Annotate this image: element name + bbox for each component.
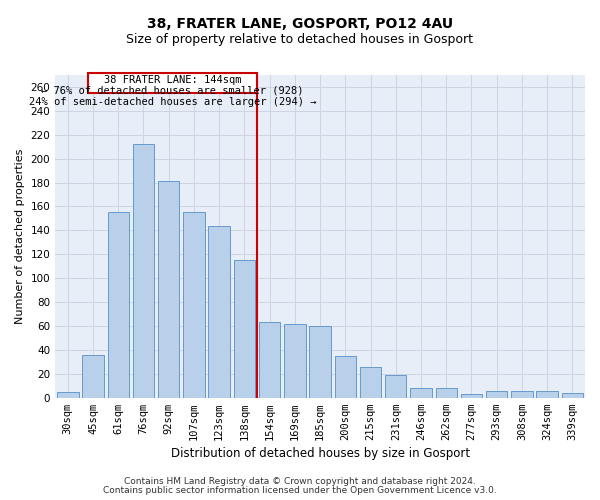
Bar xyxy=(310,326,331,398)
Text: ← 76% of detached houses are smaller (928): ← 76% of detached houses are smaller (92… xyxy=(41,86,304,96)
Bar xyxy=(133,144,154,398)
Bar xyxy=(410,388,432,398)
Bar xyxy=(562,393,583,398)
Bar xyxy=(82,354,104,398)
X-axis label: Distribution of detached houses by size in Gosport: Distribution of detached houses by size … xyxy=(170,447,470,460)
Text: 38, FRATER LANE, GOSPORT, PO12 4AU: 38, FRATER LANE, GOSPORT, PO12 4AU xyxy=(147,18,453,32)
Text: 24% of semi-detached houses are larger (294) →: 24% of semi-detached houses are larger (… xyxy=(29,96,316,106)
Bar xyxy=(511,390,533,398)
Bar xyxy=(385,375,406,398)
Bar xyxy=(360,366,381,398)
Bar xyxy=(335,356,356,398)
Text: 38 FRATER LANE: 144sqm: 38 FRATER LANE: 144sqm xyxy=(104,75,241,85)
Bar xyxy=(536,390,558,398)
Y-axis label: Number of detached properties: Number of detached properties xyxy=(15,148,25,324)
Bar xyxy=(233,260,255,398)
Bar xyxy=(158,182,179,398)
Bar xyxy=(436,388,457,398)
Bar xyxy=(208,226,230,398)
Bar xyxy=(284,324,305,398)
Text: Contains public sector information licensed under the Open Government Licence v3: Contains public sector information licen… xyxy=(103,486,497,495)
Text: Size of property relative to detached houses in Gosport: Size of property relative to detached ho… xyxy=(127,32,473,46)
Text: Contains HM Land Registry data © Crown copyright and database right 2024.: Contains HM Land Registry data © Crown c… xyxy=(124,477,476,486)
Bar xyxy=(486,390,508,398)
Bar xyxy=(183,212,205,398)
Bar xyxy=(57,392,79,398)
Bar xyxy=(259,322,280,398)
Bar xyxy=(88,72,257,93)
Bar xyxy=(461,394,482,398)
Bar xyxy=(107,212,129,398)
